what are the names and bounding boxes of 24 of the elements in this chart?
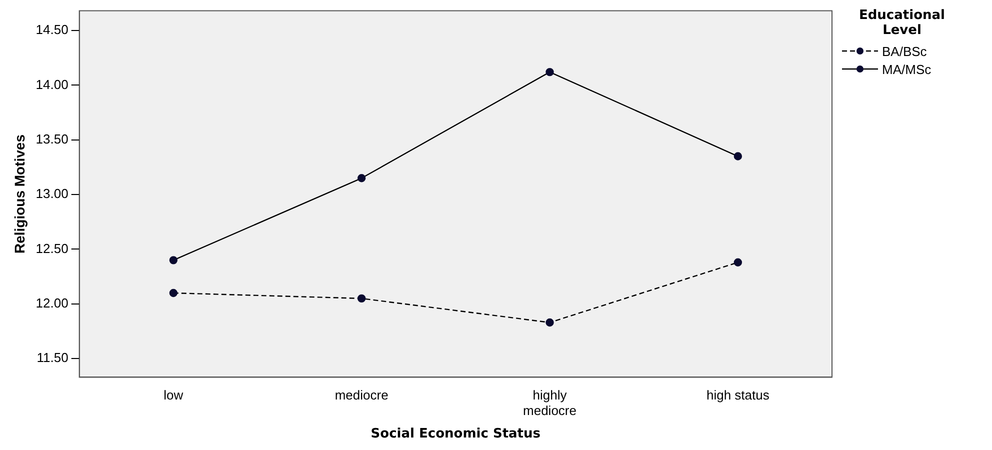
point <box>169 256 178 264</box>
point <box>734 258 742 266</box>
point <box>357 174 366 182</box>
legend-label: MA/MSc <box>882 62 932 76</box>
y-tick-label: 12.00 <box>36 296 68 310</box>
x-tick-label: highly mediocre <box>523 388 576 418</box>
y-tick-label: 13.50 <box>36 131 68 146</box>
y-tick-label: 13.00 <box>36 186 68 202</box>
y-tick-label: 11.50 <box>36 350 68 366</box>
x-axis-title: Social Economic Status <box>370 426 541 442</box>
legend-label: BA/BSc <box>882 44 927 58</box>
point <box>169 288 178 298</box>
x-tick-label: mediocre <box>334 388 388 403</box>
x-tick-label: low <box>164 388 184 403</box>
y-tick-label: 14.50 <box>36 22 68 38</box>
y-tick-label: 14.00 <box>36 76 68 92</box>
y-tick-label: 12.50 <box>36 240 68 256</box>
point <box>546 68 554 76</box>
y-axis-title: Religious Motives <box>11 134 28 254</box>
point <box>734 152 742 160</box>
point <box>546 318 554 327</box>
legend-title: Educational Level <box>858 8 946 38</box>
point <box>357 294 366 303</box>
x-tick-label: high status <box>706 388 770 403</box>
